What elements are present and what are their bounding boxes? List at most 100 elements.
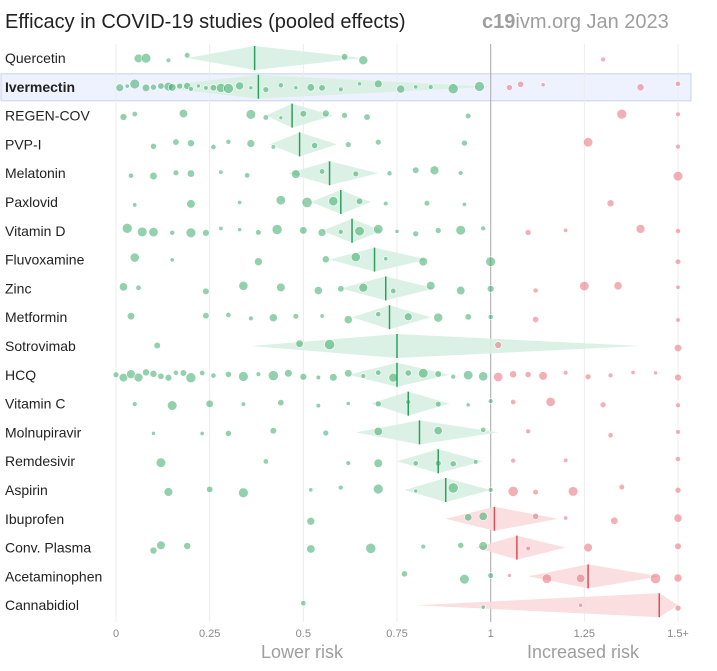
study-point	[119, 282, 128, 292]
study-point	[487, 487, 494, 493]
study-point	[450, 373, 457, 380]
study-point	[532, 512, 540, 520]
study-point	[449, 460, 457, 468]
study-point	[245, 109, 257, 120]
row-label: HCQ	[5, 367, 36, 383]
study-point	[337, 228, 344, 235]
x-tick-label: 1	[488, 628, 494, 640]
study-point	[636, 83, 645, 92]
study-point	[401, 570, 408, 578]
study-point	[149, 546, 158, 555]
study-point	[163, 487, 174, 497]
study-point	[244, 172, 251, 179]
ci-diamond	[404, 478, 491, 502]
study-point	[300, 600, 307, 607]
study-point	[131, 111, 138, 118]
study-point	[606, 199, 615, 208]
ci-diamond	[415, 593, 678, 618]
study-point	[299, 110, 307, 118]
study-point	[178, 109, 188, 119]
study-point	[485, 256, 496, 267]
study-point	[386, 170, 393, 177]
ci-diamond	[355, 420, 499, 445]
study-point	[262, 114, 269, 121]
study-point	[169, 257, 175, 263]
row-label: REGEN-COV	[5, 108, 90, 124]
study-point	[269, 313, 278, 323]
study-point	[478, 371, 489, 382]
study-point	[650, 573, 661, 584]
x-tick-label: 0	[113, 628, 119, 640]
study-point	[271, 224, 283, 235]
study-point	[262, 86, 270, 93]
study-point	[375, 369, 382, 376]
study-point	[404, 369, 412, 377]
study-point	[268, 370, 279, 381]
study-point	[262, 458, 269, 465]
study-point	[156, 540, 166, 550]
study-point	[284, 369, 293, 378]
study-point	[276, 282, 286, 293]
credit-rest: ivm.org Jan 2023	[515, 11, 668, 33]
study-point	[343, 315, 353, 325]
study-point	[525, 428, 531, 435]
study-point	[600, 56, 606, 63]
study-point	[148, 227, 159, 238]
study-point	[355, 197, 364, 205]
study-point	[599, 401, 607, 409]
study-point	[321, 255, 330, 264]
study-point	[210, 144, 217, 150]
study-point	[583, 137, 594, 148]
study-point	[480, 604, 486, 610]
study-point	[434, 400, 442, 408]
study-point	[674, 486, 682, 494]
study-point	[218, 225, 224, 231]
study-point	[480, 426, 487, 433]
study-point	[238, 487, 249, 498]
study-point	[413, 488, 419, 494]
study-point	[237, 227, 242, 232]
row-label: Paxlovid	[5, 194, 58, 210]
study-point	[517, 80, 525, 88]
study-point	[374, 400, 382, 408]
study-point	[119, 113, 128, 121]
row-label: Fluvoxamine	[5, 252, 85, 268]
study-point	[465, 112, 472, 120]
study-point	[487, 398, 494, 404]
study-point	[583, 542, 593, 553]
study-point	[418, 257, 428, 267]
study-point	[121, 222, 133, 234]
study-point	[394, 228, 400, 234]
study-point	[396, 84, 406, 94]
increased-risk-label: Increased risk	[527, 642, 640, 662]
study-point	[354, 225, 365, 237]
study-point	[375, 311, 382, 318]
ci-diamond	[250, 334, 641, 358]
study-point	[209, 84, 218, 92]
ci-diamond	[348, 362, 450, 387]
study-point	[675, 284, 681, 290]
row-label: Molnupiravir	[5, 424, 82, 440]
study-point	[575, 573, 586, 584]
study-point	[313, 286, 323, 295]
study-point	[630, 369, 636, 375]
study-point	[150, 83, 157, 91]
study-point	[238, 371, 249, 382]
study-point	[673, 343, 683, 353]
study-point	[390, 287, 397, 294]
study-point	[532, 287, 539, 294]
study-point	[461, 201, 467, 207]
study-point	[176, 82, 184, 90]
study-point	[338, 484, 344, 491]
study-point	[292, 313, 299, 320]
study-point	[563, 227, 569, 233]
study-point	[464, 513, 473, 522]
study-point	[169, 229, 176, 236]
study-point	[137, 226, 148, 238]
study-point	[420, 543, 426, 550]
row-label: Conv. Plasma	[5, 540, 91, 556]
study-point	[206, 485, 214, 493]
study-point	[427, 84, 434, 90]
study-point	[142, 368, 150, 377]
